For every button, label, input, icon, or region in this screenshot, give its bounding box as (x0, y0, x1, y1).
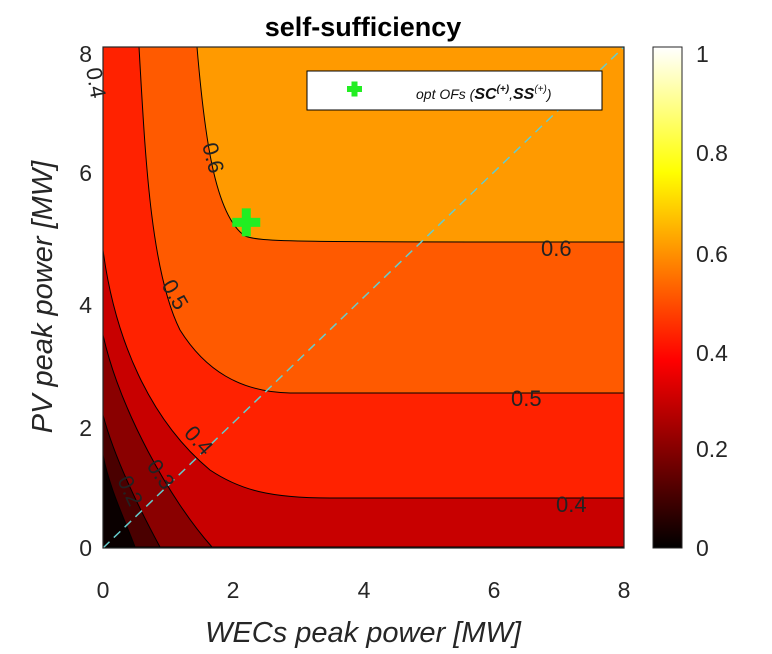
y-axis-label: PV peak power [MW] (27, 160, 59, 433)
colorbar-gradient (652, 46, 683, 549)
chart-title: self-sufficiency (265, 12, 462, 42)
optimum-marker-v (241, 208, 251, 237)
legend-marker-v (351, 81, 358, 97)
x-axis-label: WECs peak power [MW] (205, 617, 522, 649)
x-tick-label: 0 (97, 577, 110, 603)
x-axis: 0 2 4 6 8 WECs peak power [MW] (97, 577, 631, 649)
legend: opt OFs (SC(+),SS(+)) (306, 70, 603, 111)
colorbar-tick-label: 0.8 (696, 140, 728, 166)
plot-frame (102, 46, 625, 549)
y-axis: 0 2 4 6 8 PV peak power [MW] (27, 41, 92, 561)
x-tick-label: 6 (488, 577, 501, 603)
contour-label: 0.6 (541, 236, 572, 261)
x-tick-label: 4 (358, 577, 371, 603)
colorbar-tick-label: 1 (696, 41, 709, 67)
y-tick-label: 0 (79, 535, 92, 561)
contour-label: 0.4 (81, 66, 111, 100)
y-tick-label: 6 (79, 160, 92, 186)
reference-diagonal-line (103, 47, 624, 548)
colorbar-tick-label: 0.2 (696, 436, 728, 462)
contour-label: 0.4 (556, 492, 587, 517)
x-tick-label: 2 (227, 577, 240, 603)
region-level-0 (103, 454, 136, 548)
contour-label: 0.5 (511, 386, 542, 411)
colorbar-tick-label: 0.4 (696, 340, 728, 366)
optimum-marker (232, 208, 261, 237)
y-tick-label: 2 (79, 415, 92, 441)
colorbar: 0 0.2 0.4 0.6 0.8 1 (652, 41, 728, 561)
y-tick-label: 4 (79, 292, 92, 318)
plot-area: 0.4 0.6 0.6 0.5 0.5 0.4 0.4 0.3 0.2 opt … (81, 46, 625, 549)
y-tick-label: 8 (79, 41, 92, 67)
colorbar-tick-label: 0 (696, 535, 709, 561)
colorbar-tick-label: 0.6 (696, 241, 728, 267)
x-tick-label: 8 (618, 577, 631, 603)
legend-label: opt OFs (SC(+),SS(+)) (416, 84, 552, 103)
